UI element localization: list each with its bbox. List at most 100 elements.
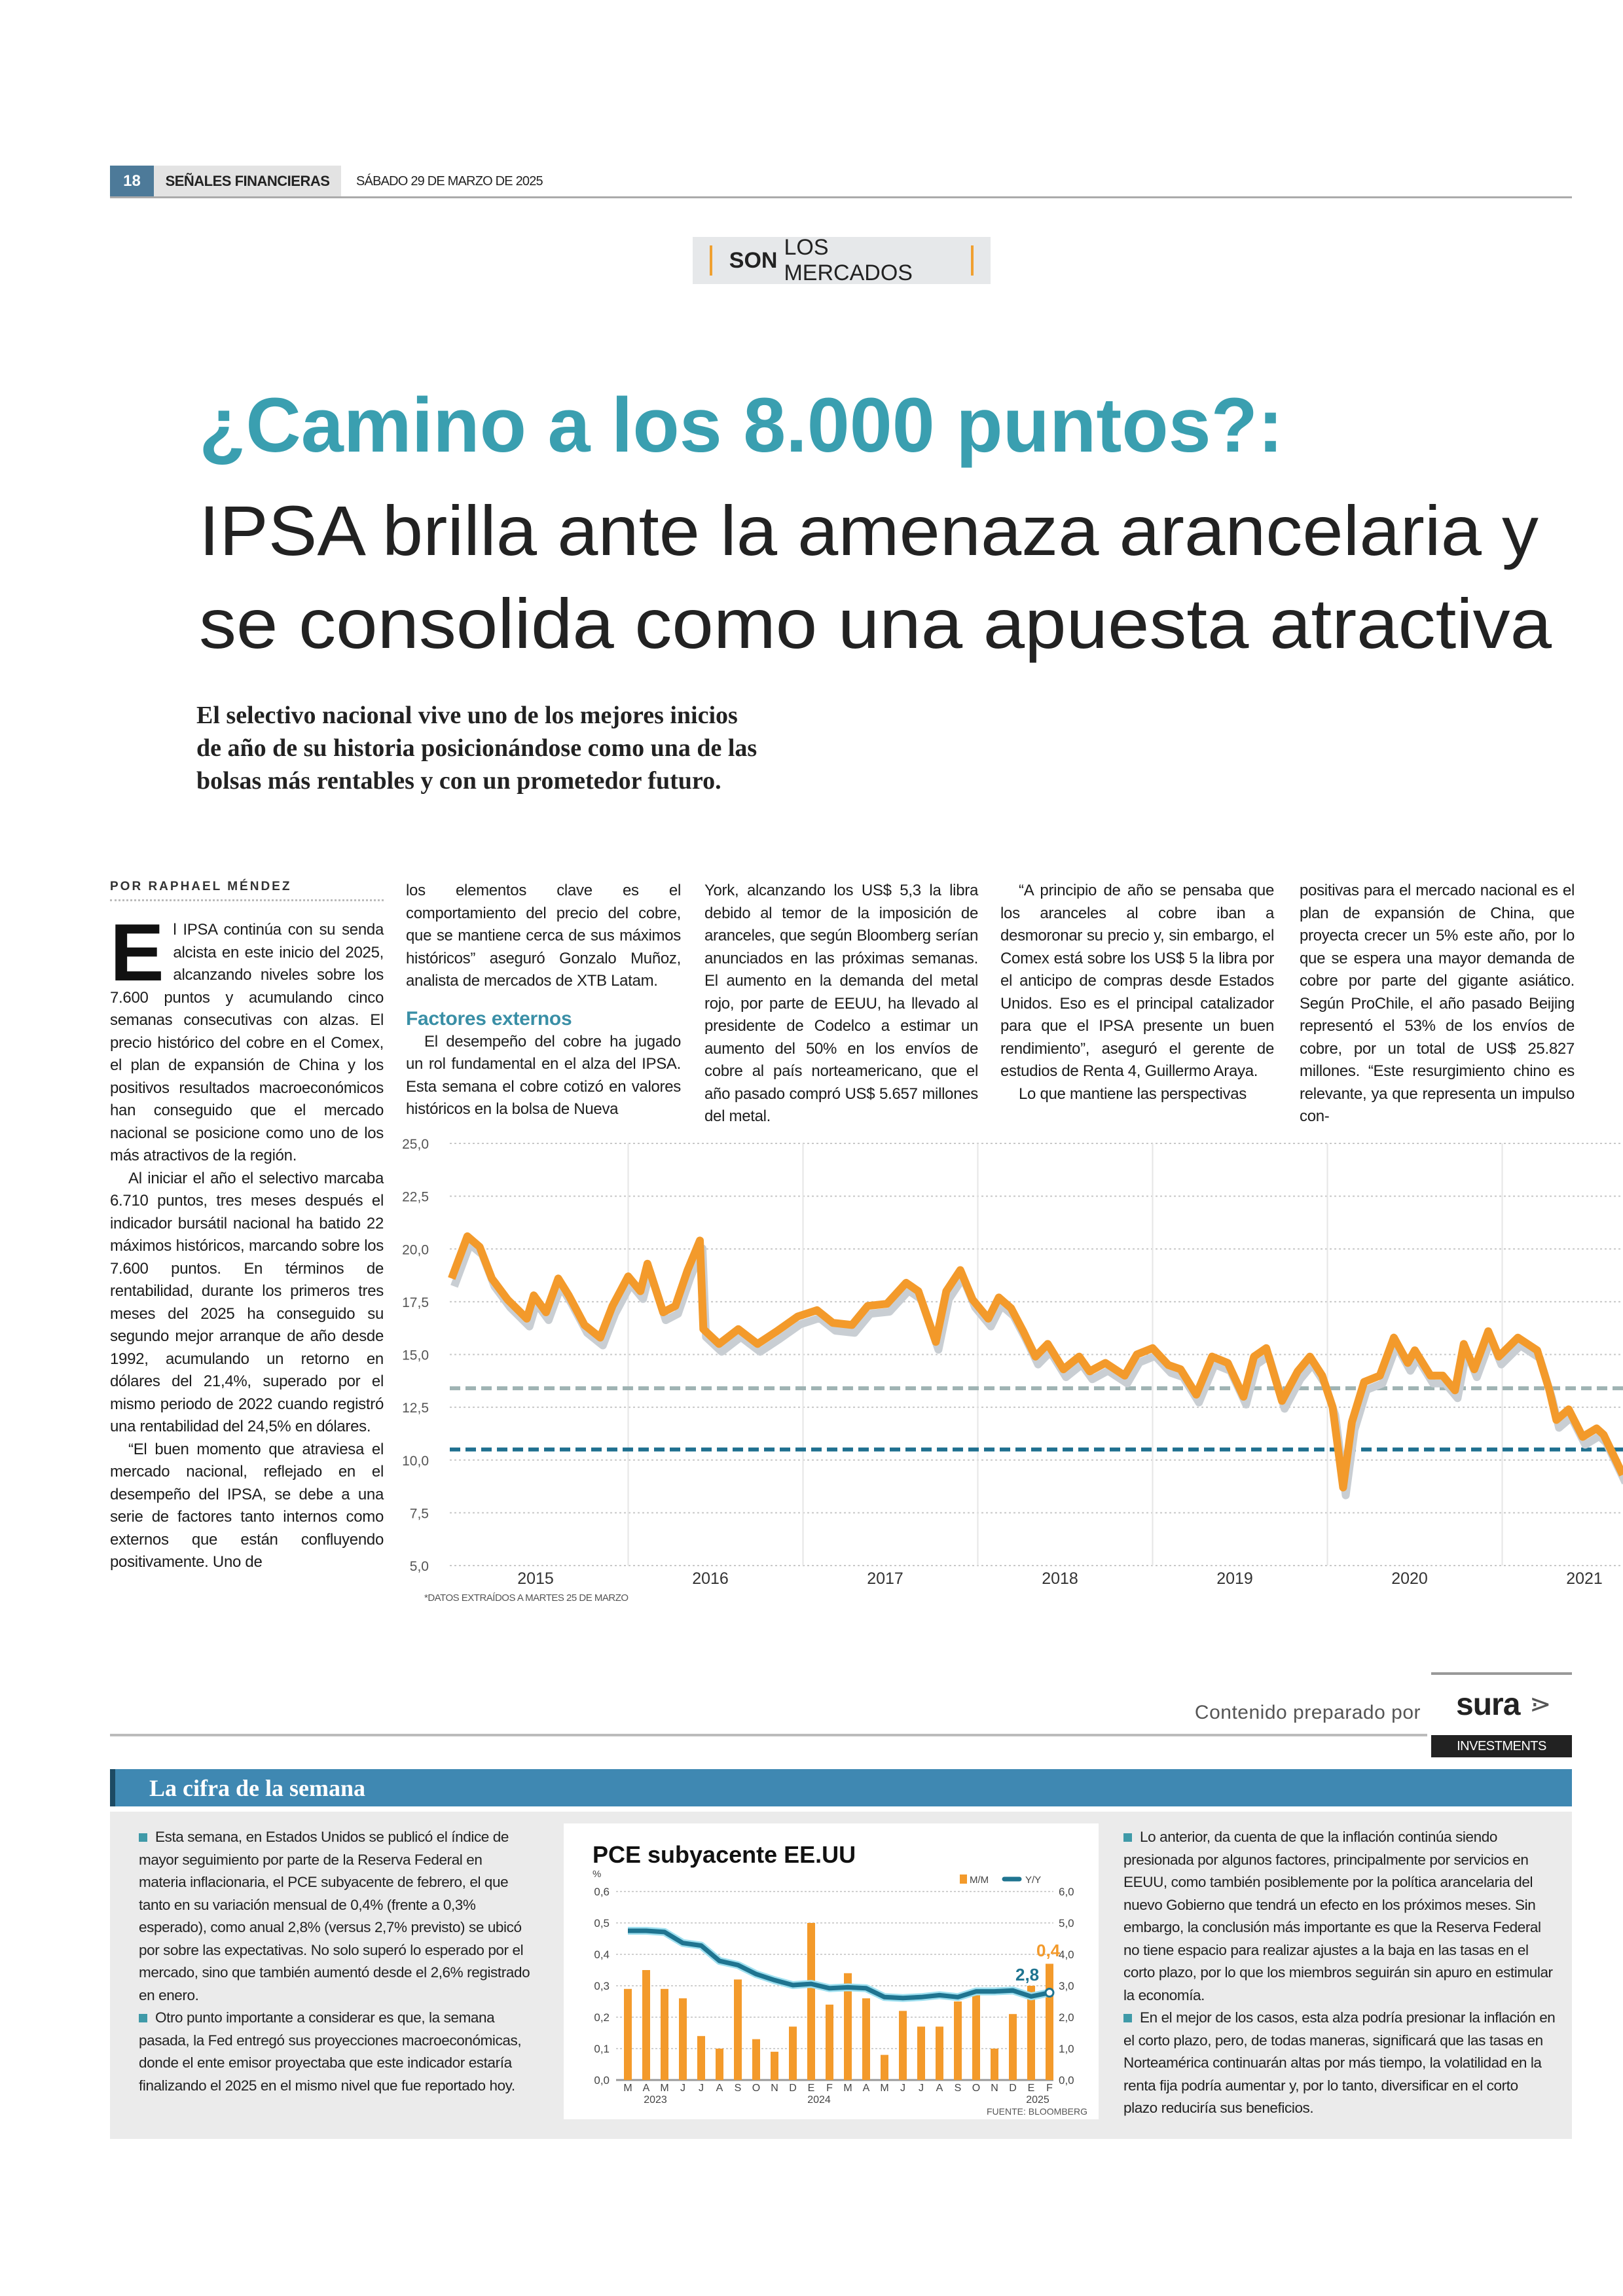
last-point-marker [1044, 1988, 1055, 1998]
bar-mm [752, 2039, 760, 2080]
sura-wordmark: sura [1456, 1687, 1520, 1722]
section-heading: Factores externos [406, 1007, 572, 1030]
bar-mm [844, 1973, 852, 2080]
bar-mm [881, 2054, 888, 2080]
paragraph: En el mejor de los casos, esta alza podr… [1123, 2009, 1556, 2116]
y-left-tick-label: 0,0 [594, 2074, 610, 2087]
section-tag: SON LOS MERCADOS [693, 235, 991, 285]
sura-logo: sura ⋗ INVESTMENTS [1431, 1672, 1572, 1757]
x-month-label: J [699, 2083, 704, 2094]
cifra-right-column: Lo anterior, da cuenta de que la inflaci… [1123, 1826, 1556, 2120]
tag-bar-left [710, 245, 712, 276]
legend-mm-label: M/M [970, 1874, 989, 1886]
x-month-label: J [680, 2083, 685, 2094]
chart-footnote: *DATOS EXTRAÍDOS A MARTES 25 DE MARZO [424, 1592, 629, 1604]
paragraph: El desempeño del cobre ha jugado un rol … [406, 1032, 681, 1119]
tag-rest: LOS MERCADOS [784, 235, 913, 285]
article-column-4: “A principio de año se pensaba que los a… [1000, 880, 1274, 1105]
bar-mm [807, 1923, 815, 2080]
tag-bar-right [971, 245, 974, 276]
paragraph: Otro punto importante a considerar es qu… [139, 2009, 522, 2094]
y-tick-label: 15,0 [402, 1348, 429, 1363]
x-tick-label: 2020 [1391, 1570, 1428, 1588]
paragraph: Lo anterior, da cuenta de que la inflaci… [1123, 1829, 1553, 2003]
y-tick-label: 5,0 [410, 1559, 429, 1574]
x-month-label: E [1028, 2083, 1035, 2094]
paragraph: York, alcanzando los US$ 5,3 la libra de… [704, 882, 978, 1125]
y-tick-label: 20,0 [402, 1242, 429, 1257]
series-line [448, 1232, 1623, 1492]
sura-subtitle: INVESTMENTS [1431, 1735, 1572, 1757]
bullet-square-icon [139, 2014, 147, 2022]
bar-mm [789, 2026, 797, 2080]
y-tick-label: 12,5 [402, 1401, 429, 1416]
x-month-label: S [955, 2083, 962, 2094]
y-axis-unit: % [593, 1869, 601, 1880]
x-month-label: O [752, 2083, 760, 2094]
subhead-line: El selectivo nacional vive uno de los me… [196, 702, 738, 729]
bar-mm [661, 1988, 668, 2080]
sponsor-label: Contenido preparado por [1194, 1702, 1421, 1723]
article-column-3: York, alcanzando los US$ 5,3 la libra de… [704, 880, 978, 1128]
paragraph: l IPSA continúa con su senda alcista en … [110, 921, 384, 1164]
bar-mm [954, 2001, 962, 2080]
x-month-label: F [1046, 2083, 1053, 2094]
y-tick-label: 25,0 [402, 1137, 429, 1152]
bar-mm [1046, 1964, 1053, 2080]
x-tick-label: 2018 [1042, 1570, 1078, 1588]
paragraph: “A principio de año se pensaba que los a… [1000, 882, 1274, 1080]
mm-last-annotation: 0,4 [1036, 1941, 1061, 1960]
subhead-line: bolsas más rentables y con un prometedor… [196, 767, 721, 795]
pce-chart: PCE subyacente EE.UU% M/M Y/Y 0,0 0,0 0,1 1,0 0… [593, 1841, 1087, 2117]
y-right-tick-label: 0,0 [1059, 2074, 1074, 2087]
y-right-tick-label: 3,0 [1059, 1980, 1074, 1992]
y-left-tick-label: 0,3 [594, 1980, 610, 1992]
y-left-tick-label: 0,6 [594, 1886, 610, 1898]
bar-mm [991, 2049, 998, 2080]
bar-mm [679, 1998, 687, 2080]
page-number: 18 [110, 166, 154, 197]
byline: POR RAPHAEL MÉNDEZ [110, 880, 384, 901]
cifra-heading: La cifra de la semana [110, 1769, 1572, 1806]
subheadline: El selectivo nacional vive uno de los me… [196, 699, 757, 797]
bar-mm [734, 1979, 742, 2080]
legend-mm-swatch [960, 1874, 967, 1884]
paragraph: “El buen momento que atraviesa el mercad… [110, 1440, 384, 1571]
x-month-label: D [789, 2083, 797, 2094]
x-month-label: M [843, 2083, 852, 2094]
y-tick-label: 22,5 [402, 1190, 429, 1205]
x-month-label: M [623, 2083, 632, 2094]
bar-mm [862, 1998, 870, 2080]
y-tick-label: 7,5 [410, 1506, 429, 1521]
y-left-tick-label: 0,4 [594, 1948, 610, 1961]
y-right-tick-label: 2,0 [1059, 2011, 1074, 2024]
paragraph: Lo que mantiene las perspectivas [1019, 1085, 1247, 1103]
x-month-label: F [826, 2083, 833, 2094]
sura-wing-icon: ⋗ [1529, 1690, 1552, 1719]
bar-mm [1009, 2014, 1017, 2080]
chart-title: PCE subyacente EE.UU [593, 1841, 856, 1868]
y-tick-label: 10,0 [402, 1454, 429, 1469]
bar-mm [624, 1988, 632, 2080]
x-tick-label: 2021 [1566, 1570, 1603, 1588]
x-tick-label: 2016 [692, 1570, 729, 1588]
x-year-label: 2023 [644, 2094, 667, 2106]
y-left-tick-label: 0,2 [594, 2011, 610, 2024]
headline-line-2: IPSA brilla ante la amenaza arancelaria … [199, 491, 1539, 570]
drop-cap: E [110, 908, 164, 998]
x-month-label: J [919, 2083, 924, 2094]
paragraph: Esta semana, en Estados Unidos se public… [139, 1829, 530, 2003]
yy-last-annotation: 2,8 [1015, 1965, 1039, 1984]
headline-line-1: ¿Camino a los 8.000 puntos?: [199, 382, 1283, 469]
y-right-tick-label: 1,0 [1059, 2043, 1074, 2055]
header-rule [110, 196, 1572, 198]
x-month-label: M [660, 2083, 668, 2094]
x-year-label: 2025 [1026, 2094, 1049, 2106]
x-month-label: A [863, 2083, 870, 2094]
bullet-square-icon [139, 1833, 147, 1842]
x-year-label: 2024 [807, 2094, 831, 2106]
article-column-2: los elementos clave es el comportamiento… [406, 880, 681, 1121]
y-right-tick-label: 4,0 [1059, 1948, 1074, 1961]
x-month-label: E [808, 2083, 815, 2094]
